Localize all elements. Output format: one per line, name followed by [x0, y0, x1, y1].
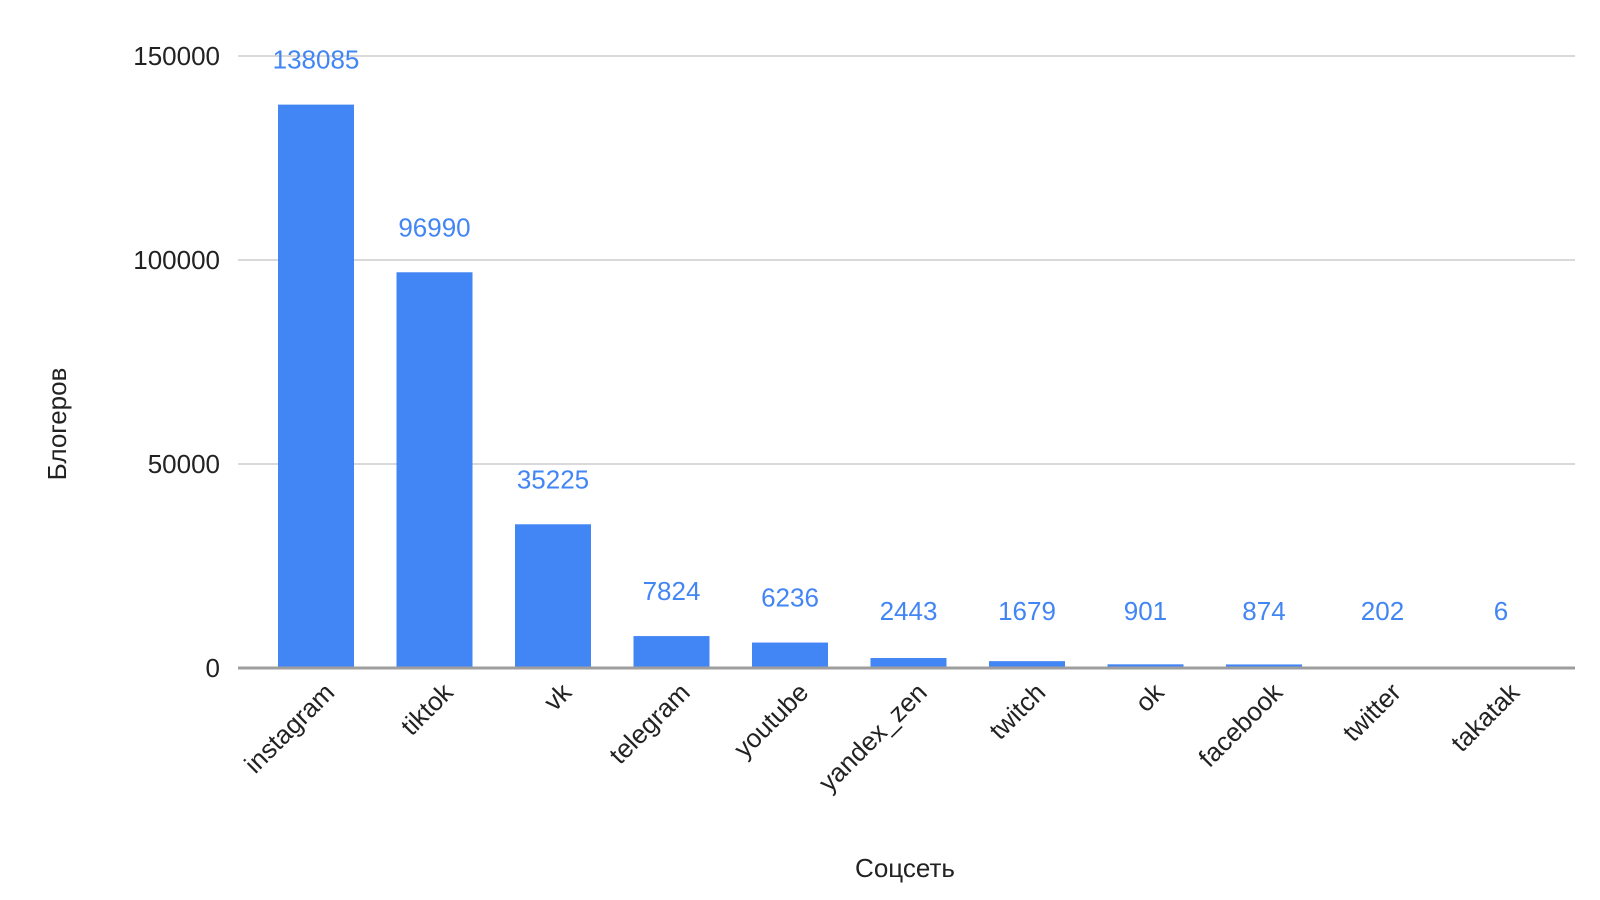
data-label: 6236	[761, 583, 819, 613]
bar-yandex_zen	[870, 658, 947, 668]
data-label: 901	[1124, 596, 1167, 626]
x-tick-label: instagram	[238, 677, 340, 779]
bar-telegram	[633, 636, 710, 668]
data-label: 35225	[517, 464, 589, 494]
data-label: 1679	[998, 596, 1056, 626]
y-tick-label: 150000	[133, 41, 220, 71]
x-tick-label: yandex_zen	[812, 677, 932, 797]
data-labels: 138085 96990 35225 7824 6236 2443 1679 901 874 20…	[273, 45, 1509, 626]
x-tick-label: takatak	[1445, 676, 1526, 757]
bar-vk	[515, 524, 591, 668]
bar-youtube	[752, 642, 828, 668]
x-tick-label: twitch	[983, 677, 1051, 745]
bar-instagram	[278, 104, 354, 668]
data-label: 7824	[643, 576, 701, 606]
x-tick-label: telegram	[603, 677, 696, 770]
x-tick-label: ok	[1129, 676, 1170, 717]
y-tick-label: 100000	[133, 245, 220, 275]
y-tick-label: 0	[206, 653, 220, 683]
x-tick-label: vk	[538, 676, 578, 716]
x-tick-label: youtube	[728, 677, 815, 764]
data-label: 96990	[398, 212, 470, 242]
x-axis-title: Соцсеть	[855, 853, 955, 883]
x-axis-ticks: instagram tiktok vk telegram youtubeyandex_z…	[238, 676, 1526, 797]
x-tick-label: twitter	[1336, 677, 1406, 747]
bar-ok	[1107, 664, 1184, 668]
data-label: 138085	[273, 45, 360, 75]
bar-facebook	[1226, 664, 1302, 668]
data-label: 202	[1361, 596, 1404, 626]
data-label: 2443	[880, 596, 938, 626]
x-tick-label: tiktok	[395, 676, 460, 741]
bar-tiktok	[396, 272, 473, 668]
y-axis-title: Блогеров	[42, 368, 72, 481]
data-label: 874	[1242, 596, 1285, 626]
bars	[278, 104, 1539, 670]
y-tick-label: 50000	[148, 449, 220, 479]
data-label: 6	[1494, 596, 1508, 626]
x-tick-label: facebook	[1192, 676, 1289, 773]
bar-twitch	[989, 661, 1065, 668]
y-axis-ticks: 0 50000 100000 150000	[133, 41, 220, 683]
